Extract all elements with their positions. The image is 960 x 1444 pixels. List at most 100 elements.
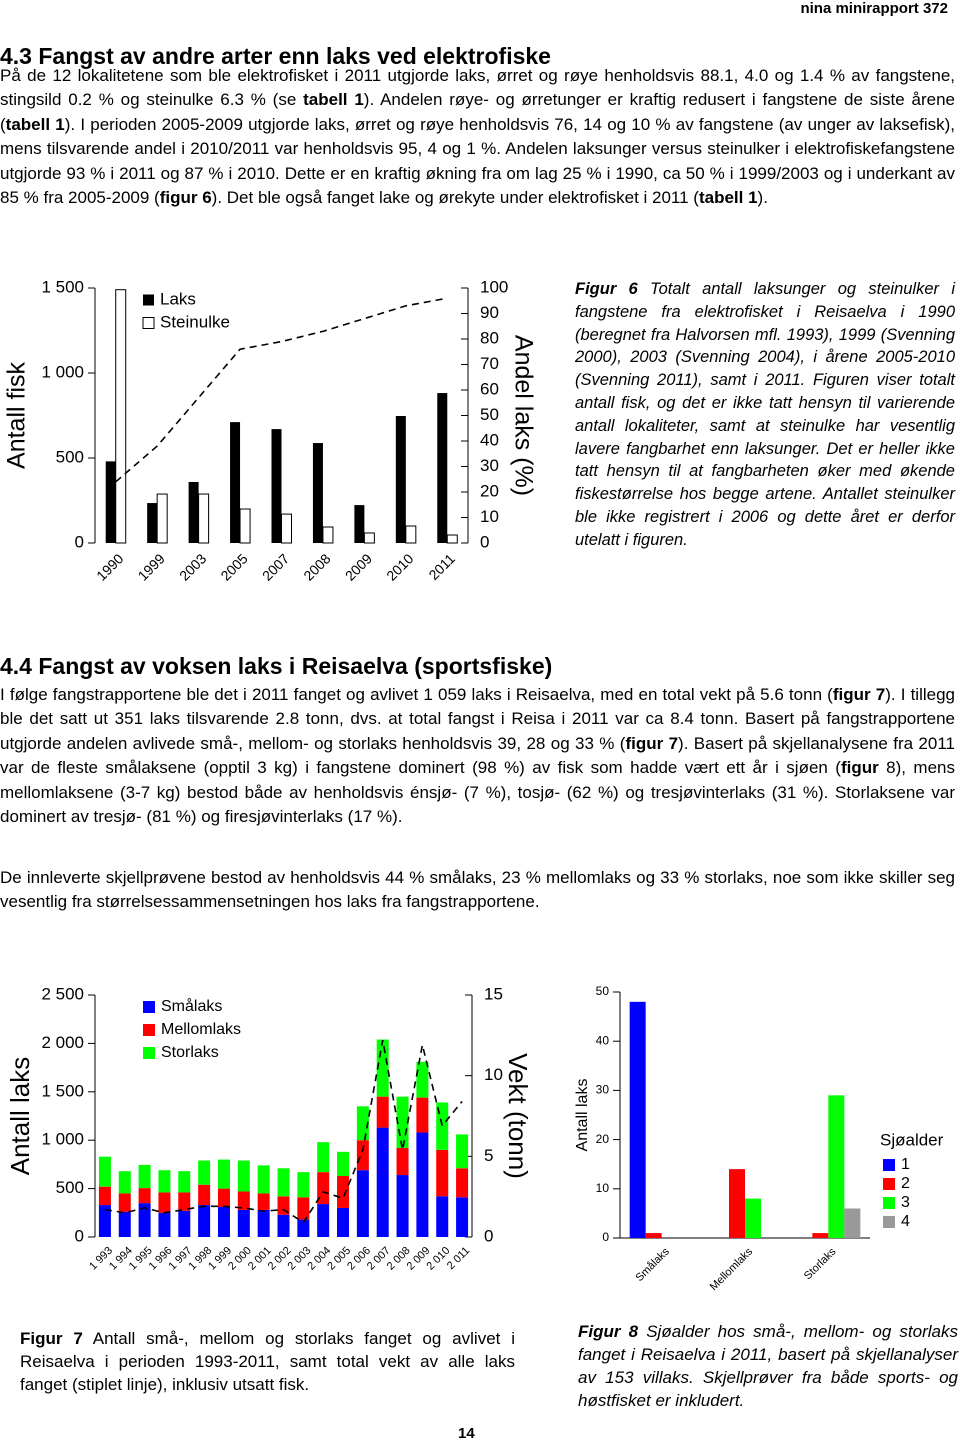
bar-segment xyxy=(277,1214,290,1237)
y-axis-label: Antall laks xyxy=(574,1079,591,1152)
text-run: På de 12 lokalitetene som ble elektrofis… xyxy=(0,66,955,110)
bold-text: tabell 1 xyxy=(698,188,758,208)
legend-swatch xyxy=(883,1178,895,1190)
bold-text: Figur 8 xyxy=(578,1322,639,1341)
legend-swatch xyxy=(142,317,155,329)
y-tick-label: 0 xyxy=(75,1226,84,1245)
bar xyxy=(729,1169,745,1238)
x-tick-label: 2005 xyxy=(217,550,250,583)
text-run: Sjøalder hos små-, mellom- og storlaks f… xyxy=(578,1322,958,1410)
bar-segment xyxy=(456,1197,469,1237)
y-tick-label: 1 500 xyxy=(41,1081,84,1100)
y2-tick-label: 30 xyxy=(480,456,499,475)
bar xyxy=(281,513,292,544)
bar-segment xyxy=(337,1151,350,1177)
y-tick-label: 20 xyxy=(596,1132,610,1146)
x-tick-label: 2010 xyxy=(383,550,416,583)
x-tick-label: 2009 xyxy=(342,550,375,583)
text-run: ). I perioden 2005-2009 utgjorde laks, ø… xyxy=(0,114,955,208)
bar-segment xyxy=(118,1193,131,1212)
bar-segment xyxy=(118,1171,131,1194)
bar-segment xyxy=(396,1147,409,1176)
paragraph: I følge fangstrapportene ble det i 2011 … xyxy=(0,683,955,829)
x-tick-label: 2011 xyxy=(425,550,458,583)
legend-swatch xyxy=(143,1047,155,1059)
legend-label: Smålaks xyxy=(161,997,222,1015)
bar xyxy=(745,1198,761,1238)
line-series xyxy=(115,297,448,483)
bar xyxy=(198,493,210,544)
x-tick-label: 2007 xyxy=(259,550,292,583)
x-tick-label: 2003 xyxy=(176,550,209,583)
bar-segment xyxy=(456,1134,469,1169)
bar xyxy=(645,1233,662,1238)
bar-segment xyxy=(158,1170,171,1193)
bar-segment xyxy=(376,1039,389,1097)
y2-tick-label: 0 xyxy=(484,1226,493,1245)
bar-segment xyxy=(436,1196,449,1237)
bold-text: figur 7 xyxy=(832,685,886,704)
bar xyxy=(115,289,127,544)
text-run: Antall små-, mellom og storlaks fanget o… xyxy=(20,1329,516,1394)
y-tick-label: 40 xyxy=(596,1033,610,1047)
bar-segment xyxy=(98,1205,111,1237)
legend-title: Sjøalder xyxy=(880,1130,944,1149)
bar-segment xyxy=(217,1188,230,1207)
bar-segment xyxy=(356,1106,369,1141)
legend-swatch xyxy=(883,1216,895,1228)
paragraph: På de 12 lokalitetene som ble elektrofis… xyxy=(0,64,955,210)
y2-tick-label: 20 xyxy=(480,481,499,500)
text-run: ). xyxy=(757,188,768,208)
y2-tick-label: 90 xyxy=(480,303,499,322)
y2-tick-label: 40 xyxy=(480,430,499,449)
bar-segment xyxy=(317,1172,330,1205)
y2-tick-label: 50 xyxy=(480,405,499,424)
bar-segment xyxy=(257,1193,270,1210)
legend-swatch xyxy=(143,1024,155,1036)
legend-label: 2 xyxy=(901,1175,910,1192)
bold-text: tabell 1 xyxy=(303,90,364,110)
bar xyxy=(405,525,417,544)
bar-segment xyxy=(138,1164,151,1189)
bar xyxy=(271,429,282,543)
y2-tick-label: 70 xyxy=(480,354,499,373)
bar-segment xyxy=(118,1211,131,1237)
y2-tick-label: 60 xyxy=(480,379,499,398)
legend-label: 1 xyxy=(901,1156,910,1173)
figure-caption: Figur 7 Antall små-, mellom og storlaks … xyxy=(20,1327,515,1396)
legend-swatch xyxy=(883,1159,895,1171)
line-series xyxy=(104,1040,463,1224)
text-run: ). Det ble også fanget lake og ørekyte u… xyxy=(211,188,699,208)
legend-label: 4 xyxy=(901,1213,910,1230)
bar-segment xyxy=(158,1192,171,1213)
bar-segment xyxy=(337,1207,350,1237)
bold-text: figur xyxy=(840,758,879,778)
bar xyxy=(188,481,199,543)
bar xyxy=(147,503,158,543)
text-run: ). I tillegg ble det satt ut 351 laks ti… xyxy=(0,685,955,753)
legend-label: 3 xyxy=(901,1194,910,1211)
x-tick-label: 2 010 xyxy=(424,1245,452,1273)
x-tick-label: Smålaks xyxy=(634,1245,673,1284)
bar-segment xyxy=(317,1204,330,1237)
bar-segment xyxy=(297,1172,310,1198)
bar-segment xyxy=(396,1175,409,1237)
bar-segment xyxy=(297,1197,310,1220)
text-run: ). Basert på skjellanalysene fra 2011 va… xyxy=(0,733,955,778)
y2-tick-label: 10 xyxy=(480,507,499,526)
legend-label: Mellomlaks xyxy=(161,1021,241,1038)
bar xyxy=(812,1233,829,1238)
y-axis-label: Antall fisk xyxy=(3,362,31,469)
bar-segment xyxy=(297,1219,310,1237)
bar-segment xyxy=(416,1132,429,1237)
y-tick-label: 50 xyxy=(596,984,610,998)
page-number: 14 xyxy=(458,1425,475,1442)
bar-segment xyxy=(436,1102,449,1150)
bar xyxy=(844,1208,861,1238)
legend-label: Storlaks xyxy=(161,1044,219,1061)
bar-segment xyxy=(356,1140,369,1171)
y2-tick-label: 10 xyxy=(484,1065,503,1084)
y-tick-label: 10 xyxy=(596,1181,610,1195)
bar xyxy=(363,532,375,544)
bar xyxy=(629,1001,646,1238)
